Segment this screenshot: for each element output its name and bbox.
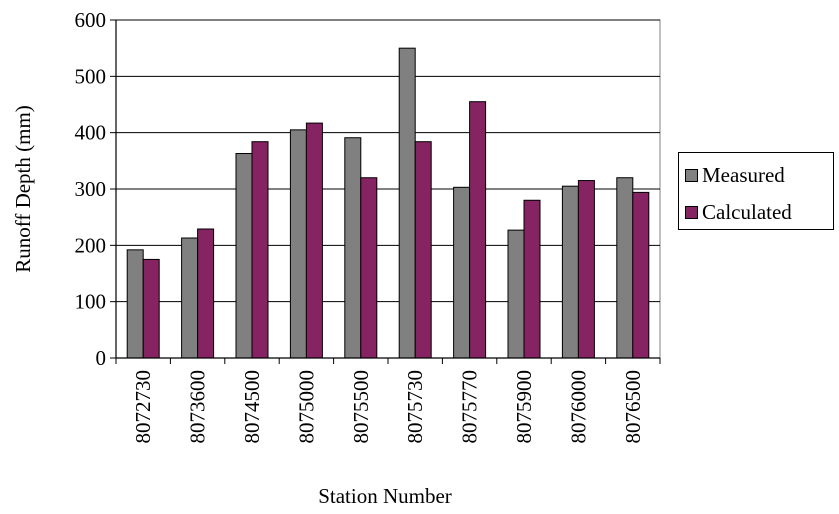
bar-calculated (142, 258, 160, 359)
bar-calculated (414, 141, 432, 359)
legend-label-calculated: Calculated (702, 200, 792, 224)
bar-measured (181, 237, 199, 359)
bar-calculated (523, 199, 541, 359)
bar-measured (398, 47, 416, 359)
x-tick-label: 8075900 (512, 370, 536, 444)
bar-measured (453, 186, 471, 359)
x-tick-label: 8076500 (621, 370, 645, 444)
x-tick-label: 8076000 (566, 370, 590, 444)
x-tick-label: 8075500 (349, 370, 373, 444)
y-tick-label: 500 (75, 64, 107, 88)
axes: 0 100 200 300 400 500 600 8072730 8073600 8074500… (75, 8, 661, 444)
x-tick-label: 8075770 (458, 370, 482, 444)
y-tick-label: 200 (75, 233, 107, 257)
y-tick-label: 300 (75, 177, 107, 201)
legend-item-measured: Measured (685, 164, 785, 186)
x-tick-label: 8075000 (294, 370, 318, 444)
bar-measured (561, 185, 579, 359)
x-axis-title: Station Number (318, 484, 452, 508)
legend-swatch-calculated (685, 205, 698, 219)
bar-calculated (577, 180, 595, 359)
bar-calculated (469, 101, 487, 359)
legend-item-calculated: Calculated (685, 201, 792, 223)
y-axis-title: Runoff Depth (mm) (11, 105, 35, 273)
legend: Measured Calculated (678, 152, 834, 230)
y-tick-label: 100 (75, 290, 107, 314)
y-tick-label: 400 (75, 121, 107, 145)
bar-calculated (197, 228, 215, 359)
bar-calculated (360, 177, 378, 359)
legend-label-measured: Measured (702, 163, 785, 187)
x-tick-label: 8074500 (240, 370, 264, 444)
bar-measured (616, 177, 634, 359)
bars (126, 47, 650, 359)
bar-calculated (632, 191, 650, 359)
bar-measured (235, 153, 253, 359)
bar-measured (126, 249, 144, 359)
x-tick-label: 8072730 (131, 370, 155, 444)
bar-calculated (305, 122, 323, 359)
legend-swatch-measured (685, 168, 698, 182)
x-tick-label: 8075730 (403, 370, 427, 444)
bar-measured (289, 129, 307, 359)
x-tick-label: 8073600 (186, 370, 210, 444)
y-tick-label: 0 (96, 346, 107, 370)
bar-calculated (251, 141, 269, 359)
bar-measured (507, 229, 525, 359)
y-tick-label: 600 (75, 8, 107, 32)
bar-measured (344, 137, 362, 359)
